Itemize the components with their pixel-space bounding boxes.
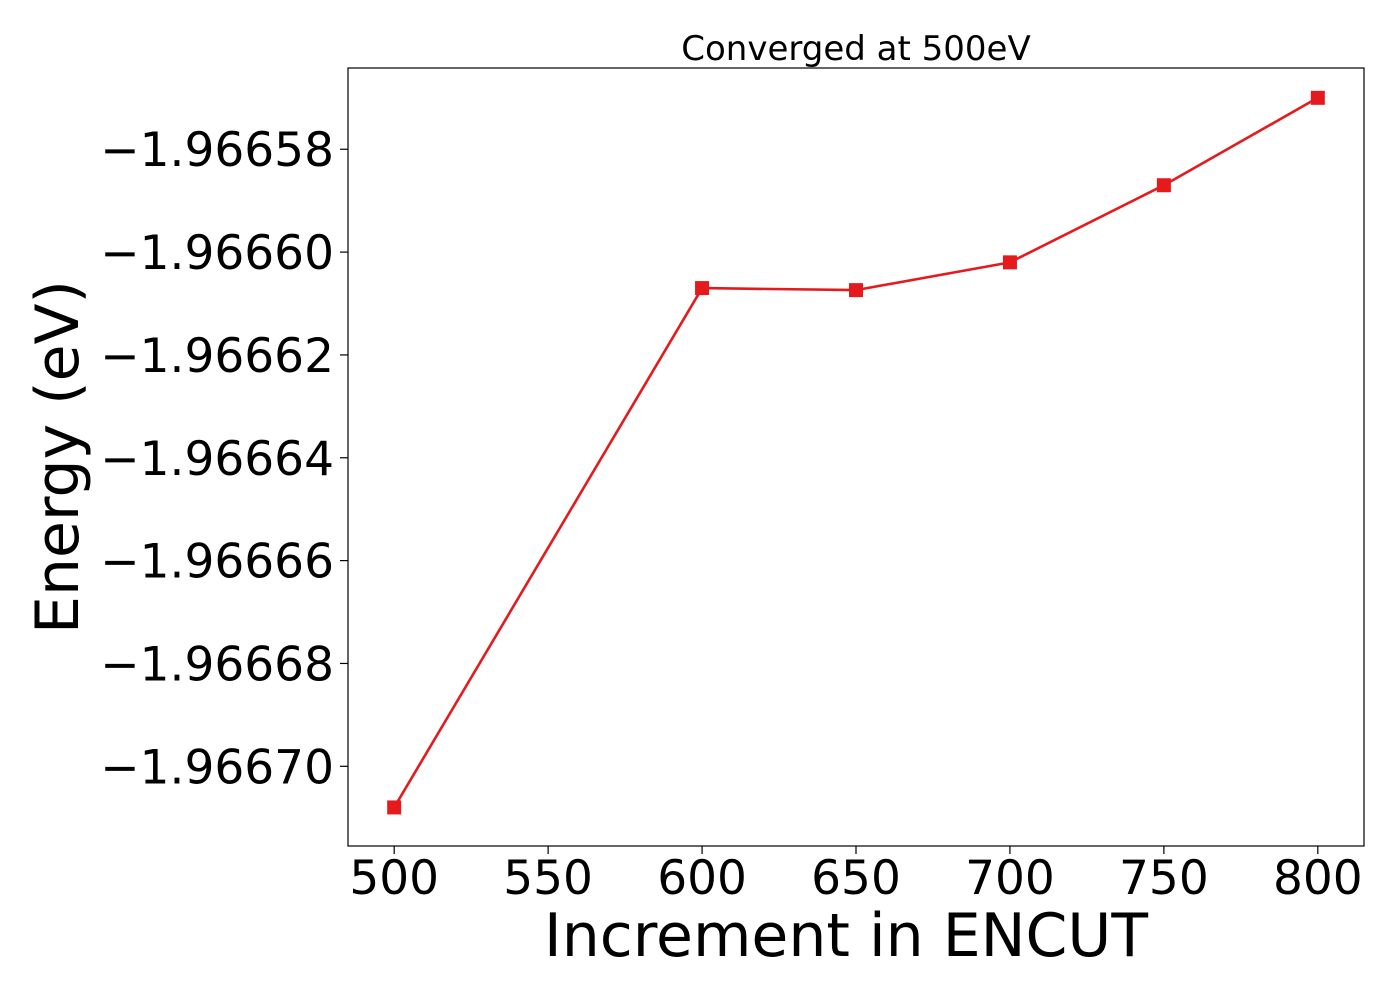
- x-tick-label: 550: [503, 851, 593, 906]
- y-tick-label: −1.96668: [100, 637, 334, 692]
- series-line: [393, 96, 1319, 809]
- y-tick-label: −1.96660: [100, 226, 334, 281]
- y-axis: −1.96658 −1.96660 −1.96662 −1.96664 −1.96666…: [100, 123, 348, 795]
- x-tick-label: 650: [811, 851, 901, 906]
- x-axis-label: Increment in ENCUT: [544, 901, 1148, 971]
- x-tick-label: 600: [657, 851, 747, 906]
- data-point-marker: [1156, 178, 1171, 193]
- data-point-marker: [1002, 255, 1017, 270]
- y-axis-label: Energy (eV): [23, 280, 93, 634]
- y-tick-label: −1.96658: [100, 123, 334, 178]
- data-point-marker: [1310, 90, 1325, 105]
- y-tick-label: −1.96666: [100, 535, 334, 590]
- x-tick-label: 750: [1119, 851, 1209, 906]
- series-lines: [393, 96, 1319, 809]
- x-axis: 500 550 600 650 700 750 800: [349, 846, 1363, 906]
- y-tick-label: −1.96662: [100, 329, 334, 384]
- x-tick-label: 800: [1273, 851, 1363, 906]
- x-tick-label: 500: [349, 851, 439, 906]
- plot-area: [347, 67, 1365, 847]
- data-point-marker: [695, 281, 710, 296]
- series-markers: [387, 90, 1325, 815]
- data-point-marker: [387, 800, 402, 815]
- y-tick-label: −1.96664: [100, 432, 334, 487]
- x-tick-label: 700: [965, 851, 1055, 906]
- data-point-marker: [849, 283, 863, 298]
- y-tick-label: −1.96670: [100, 740, 334, 795]
- chart-title: Converged at 500eV: [681, 29, 1030, 69]
